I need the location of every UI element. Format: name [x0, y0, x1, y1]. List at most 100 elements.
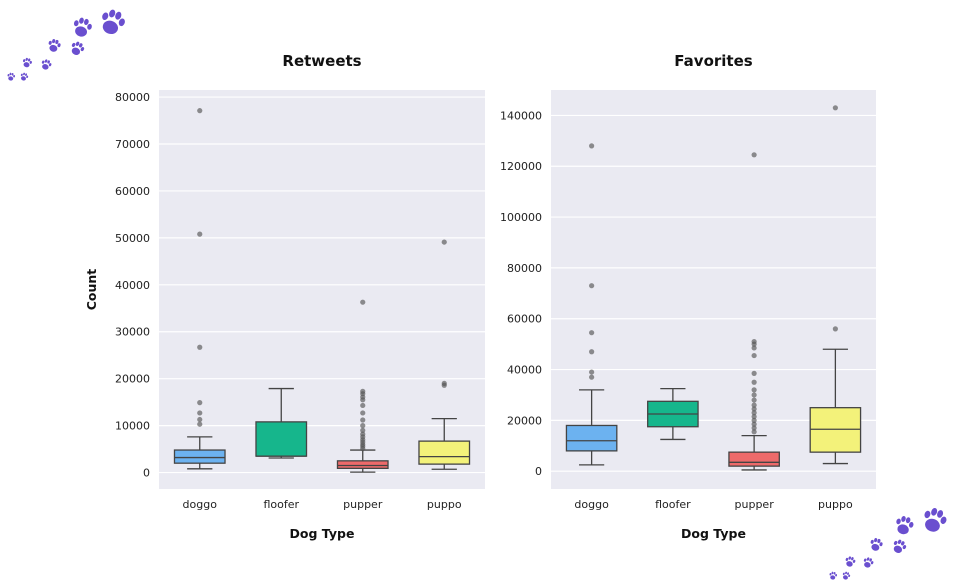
outlier-point — [751, 421, 757, 427]
box-doggo — [173, 108, 226, 470]
chart-title: Favorites — [674, 52, 752, 70]
box-pupper — [728, 152, 780, 471]
outlier-point — [360, 299, 366, 305]
x-axis-label: Dog Type — [290, 526, 355, 541]
x-axis-label: Dog Type — [681, 526, 746, 541]
box-doggo — [565, 143, 618, 466]
box-floofer — [255, 387, 308, 459]
outlier-point — [751, 387, 757, 393]
y-tick-label: 120000 — [500, 160, 542, 173]
outlier-point — [197, 410, 203, 416]
y-tick-label: 60000 — [507, 313, 542, 326]
paw-print-icon — [102, 9, 125, 35]
paw-print-icon — [896, 516, 914, 535]
outlier-point — [197, 344, 203, 350]
outlier-point — [751, 417, 757, 423]
paw-print-icon — [924, 508, 947, 532]
y-tick-label: 0 — [535, 465, 542, 478]
outlier-point — [360, 417, 366, 423]
paw-print-icon — [73, 17, 92, 37]
chart-title: Retweets — [282, 52, 361, 70]
paw-print-icon — [842, 571, 851, 580]
y-tick-label: 80000 — [115, 91, 150, 104]
retweets-chart: 0 10000 20000 30000 40000 50000 60000 70000 8000… — [84, 52, 485, 541]
outlier-point — [751, 345, 757, 351]
outlier-point — [832, 326, 838, 332]
x-tick-label: doggo — [183, 498, 218, 511]
y-tick-label: 50000 — [115, 232, 150, 245]
paw-print-icon — [41, 59, 52, 70]
paw-print-icon — [20, 72, 29, 81]
x-tick-label: floofer — [263, 498, 299, 511]
outlier-point — [360, 431, 366, 437]
outlier-point — [589, 143, 595, 149]
box-iqr — [255, 421, 308, 457]
outlier-point — [197, 416, 203, 423]
y-tick-label: 0 — [143, 467, 150, 480]
outlier-point — [589, 283, 595, 289]
y-tick-label: 20000 — [507, 414, 542, 427]
y-tick-label: 80000 — [507, 262, 542, 275]
box-iqr — [728, 451, 780, 467]
outlier-point — [360, 402, 366, 409]
paw-print-icon — [7, 72, 16, 81]
outlier-point — [441, 239, 447, 245]
box-iqr — [418, 440, 471, 465]
outlier-point — [589, 369, 595, 375]
outlier-point — [751, 425, 757, 431]
outlier-point — [832, 105, 838, 111]
y-tick-label: 60000 — [115, 185, 150, 198]
paw-print-icon — [829, 571, 838, 580]
outlier-point — [360, 388, 366, 394]
plot-area — [159, 90, 485, 489]
paw-print-icon — [845, 556, 856, 567]
box-pupper — [336, 299, 389, 473]
x-tick-label: puppo — [427, 498, 462, 511]
outlier-point — [751, 338, 757, 345]
outlier-point — [751, 379, 757, 385]
box-puppo — [809, 105, 862, 465]
paw-print-icon — [863, 557, 874, 568]
paw-print-icon — [48, 39, 61, 52]
box-iqr — [173, 449, 226, 464]
outlier-point — [751, 402, 757, 408]
paw-print-icon — [71, 41, 85, 56]
y-tick-label: 70000 — [115, 138, 150, 151]
outlier-point — [197, 400, 203, 406]
outlier-point — [751, 410, 757, 416]
box-iqr — [336, 460, 389, 469]
outlier-point — [751, 152, 757, 158]
x-tick-label: pupper — [343, 498, 383, 511]
outlier-point — [197, 108, 203, 114]
outlier-point — [751, 397, 757, 403]
favorites-chart: 0 20000 40000 60000 80000 100000 120000 140000 d… — [500, 52, 876, 541]
outlier-point — [751, 413, 757, 420]
paw-print-icon — [870, 538, 883, 551]
y-tick-label: 40000 — [115, 279, 150, 292]
outlier-point — [589, 349, 595, 355]
box-iqr — [565, 424, 618, 452]
outlier-point — [751, 392, 757, 398]
outlier-point — [589, 330, 595, 336]
x-tick-label: puppo — [818, 498, 853, 511]
y-tick-label: 100000 — [500, 211, 542, 224]
y-tick-label: 140000 — [500, 109, 542, 122]
y-tick-label: 30000 — [115, 326, 150, 339]
paw-print-icon — [22, 57, 32, 68]
outlier-point — [589, 374, 595, 380]
x-tick-label: pupper — [735, 498, 775, 511]
outlier-point — [197, 421, 203, 427]
box-floofer — [647, 387, 699, 441]
outlier-point — [751, 406, 757, 412]
x-tick-label: doggo — [574, 498, 609, 511]
paw-decorations — [7, 9, 947, 580]
y-tick-label: 40000 — [507, 364, 542, 377]
y-tick-label: 10000 — [115, 420, 150, 433]
outlier-point — [751, 429, 757, 435]
y-axis-label: Count — [84, 269, 99, 311]
y-tick-label: 20000 — [115, 373, 150, 386]
outlier-point — [751, 370, 757, 376]
outlier-point — [197, 231, 203, 237]
outlier-point — [751, 352, 757, 359]
